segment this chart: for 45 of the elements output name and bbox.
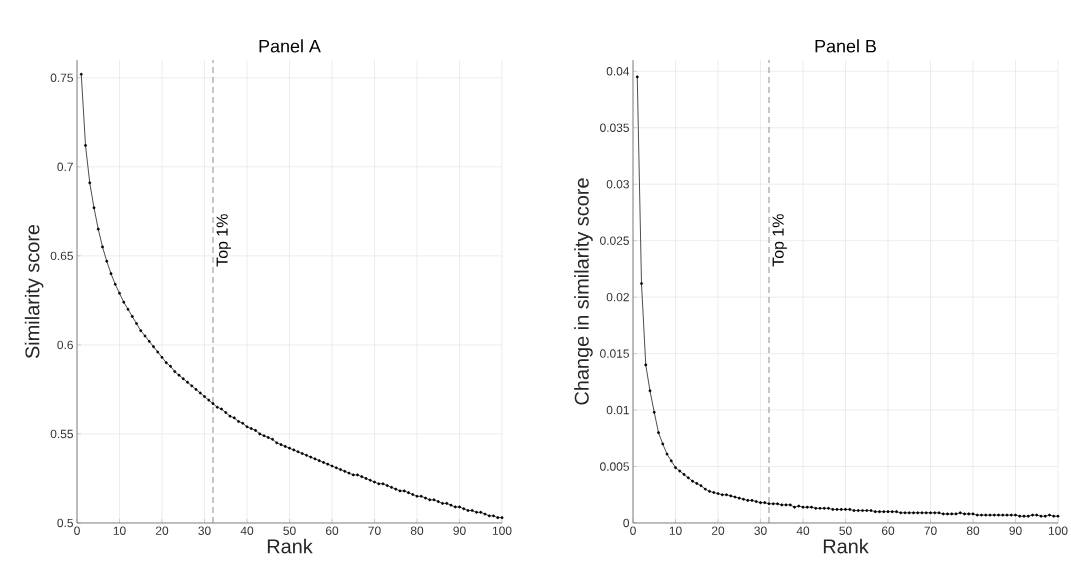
- x-axis-title: Rank: [823, 538, 869, 554]
- x-tick-label: 10: [113, 526, 126, 535]
- y-tick-label: 0.55: [50, 429, 73, 439]
- x-tick-label: 40: [240, 526, 254, 535]
- y-tick-label: 0.02: [606, 292, 629, 302]
- chart-title: Panel A: [259, 39, 321, 53]
- x-tick-label: 70: [924, 526, 937, 535]
- y-axis-title: Change in similarity score: [574, 178, 593, 405]
- x-tick-label: 50: [839, 526, 852, 535]
- ref-line-label: Top 1%: [772, 214, 787, 267]
- x-tick-label: 90: [1009, 526, 1022, 535]
- y-tick-label: 0.65: [50, 251, 73, 261]
- chart-title: Panel B: [815, 39, 876, 53]
- x-tick-label: 60: [325, 526, 339, 535]
- x-tick-label: 30: [754, 526, 767, 535]
- y-tick-label: 0.03: [606, 179, 629, 189]
- y-tick-label: 0.015: [600, 349, 629, 358]
- y-tick-label: 0.5: [57, 518, 73, 528]
- x-tick-label: 30: [198, 526, 211, 535]
- y-tick-label: 0.7: [57, 162, 73, 172]
- x-tick-label: 70: [368, 526, 381, 535]
- y-tick-label: 0.035: [600, 123, 629, 132]
- x-tick-label: 20: [711, 526, 725, 535]
- y-tick-label: 0.025: [600, 236, 629, 245]
- x-tick-label: 20: [155, 526, 169, 535]
- y-tick-label: 0.005: [600, 462, 629, 471]
- x-tick-label: 60: [881, 526, 895, 535]
- x-tick-label: 50: [283, 526, 296, 535]
- x-tick-label: 80: [966, 526, 980, 535]
- x-tick-label: 0: [74, 526, 80, 535]
- x-tick-label: 10: [669, 526, 682, 535]
- y-tick-label: 0: [623, 518, 630, 528]
- y-tick-label: 0.01: [606, 405, 629, 415]
- x-tick-label: 100: [492, 526, 512, 535]
- x-tick-label: 40: [796, 526, 810, 535]
- x-tick-label: 100: [1048, 526, 1068, 535]
- y-tick-label: 0.04: [606, 67, 630, 76]
- x-axis-title: Rank: [267, 538, 313, 554]
- ref-line-label: Top 1%: [216, 214, 231, 267]
- y-axis-title: Similarity score: [24, 224, 44, 359]
- x-tick-label: 90: [453, 526, 466, 535]
- y-tick-label: 0.6: [57, 340, 73, 350]
- y-tick-label: 0.75: [50, 73, 73, 83]
- x-tick-label: 0: [630, 526, 636, 535]
- x-tick-label: 80: [410, 526, 424, 535]
